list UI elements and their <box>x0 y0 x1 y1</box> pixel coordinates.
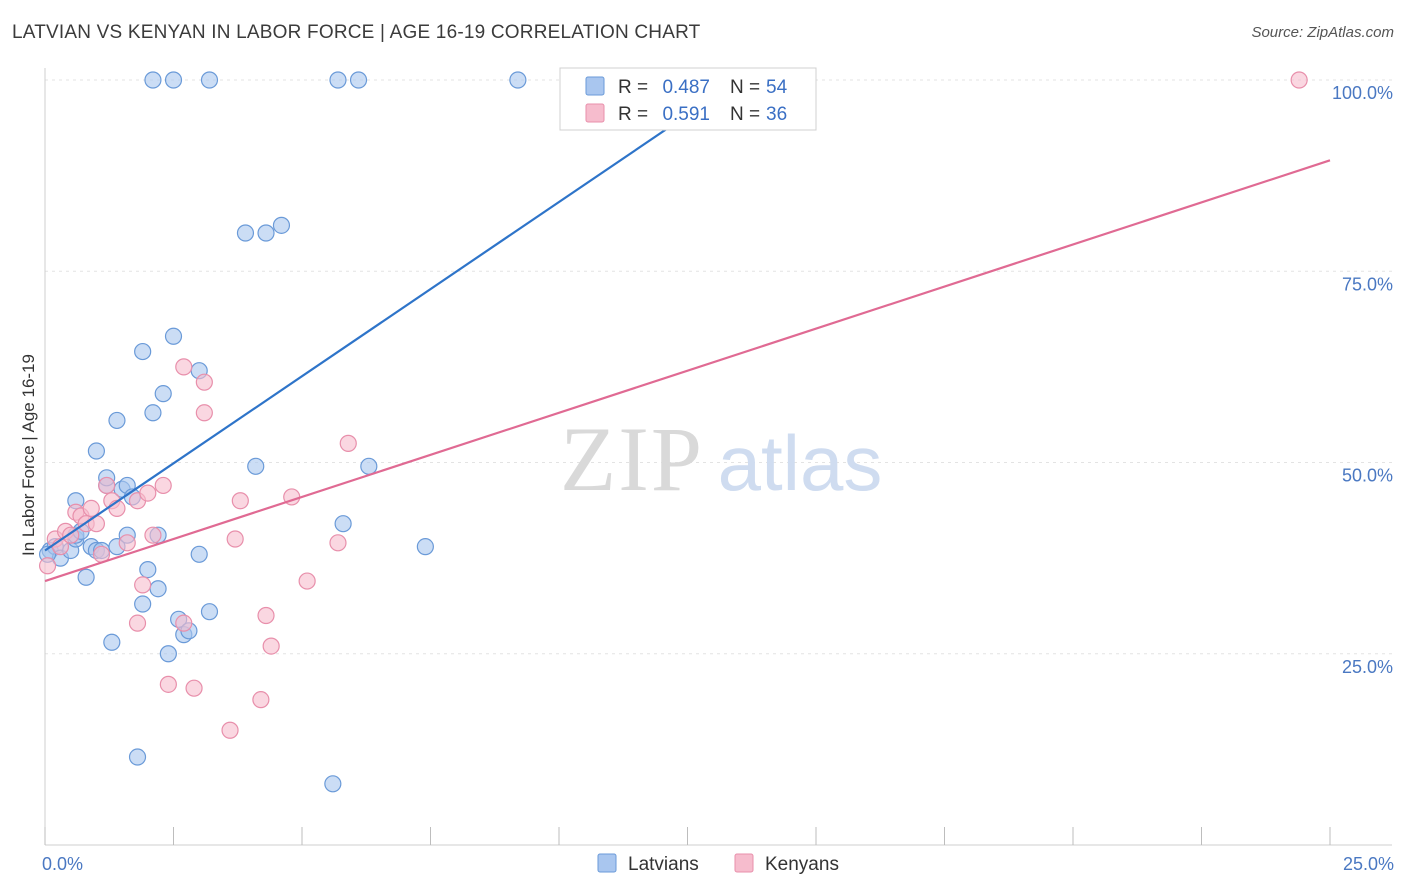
kenyan-point-28 <box>231 492 249 510</box>
kenyan-point-23 <box>175 358 193 376</box>
latvian-point-31 <box>164 327 183 345</box>
latvian-point-36 <box>190 545 208 563</box>
kenyan-point-25 <box>195 373 213 391</box>
bottom-legend-label-1: Kenyans <box>765 854 839 875</box>
kenyan-point-35 <box>329 534 347 552</box>
watermark-zip: ZIP <box>560 408 704 510</box>
latvian-point-38 <box>144 71 162 89</box>
latvian-trend-line <box>44 79 740 552</box>
legend-n-value-1: 36 <box>766 104 787 125</box>
x-tick-label-1: 25.0% <box>1343 854 1394 874</box>
kenyan-point-19 <box>144 526 162 544</box>
axes <box>44 68 1392 846</box>
kenyan-point-37 <box>1290 71 1308 89</box>
legend-r-label-1: R = <box>618 104 648 125</box>
bottom-legend: Latvians Kenyans <box>597 853 839 875</box>
legend-swatch-0 <box>585 76 605 96</box>
trend-lines <box>44 79 1331 583</box>
latvian-point-23 <box>134 342 152 361</box>
latvian-point-25 <box>139 560 157 579</box>
latvian-point-28 <box>149 580 167 598</box>
kenyan-point-20 <box>154 476 172 495</box>
chart-source: Source: ZipAtlas.com <box>1251 24 1394 41</box>
kenyan-point-32 <box>262 637 280 655</box>
y-tick-label-1: 50.0% <box>1342 466 1393 486</box>
watermark-atlas: atlas <box>718 419 883 507</box>
kenyan-point-18 <box>139 484 157 502</box>
kenyan-point-36 <box>339 434 357 452</box>
kenyan-point-29 <box>221 721 239 739</box>
kenyan-point-30 <box>252 691 270 709</box>
x-tick-label-0: 0.0% <box>42 854 83 874</box>
latvian-point-41 <box>236 224 255 242</box>
latvian-point-40 <box>200 71 219 89</box>
latvian-point-51 <box>509 71 527 89</box>
latvian-point-46 <box>334 515 352 533</box>
kenyan-point-22 <box>175 614 193 632</box>
latvian-point-26 <box>144 404 162 422</box>
latvian-point-48 <box>416 538 434 556</box>
legend-swatch-1 <box>585 103 605 123</box>
kenyan-point-24 <box>185 679 203 697</box>
kenyan-point-17 <box>134 576 152 594</box>
latvian-point-15 <box>103 633 121 651</box>
latvian-point-8 <box>77 568 95 586</box>
latvian-point-22 <box>128 748 147 766</box>
tick-labels: 25.0% 50.0% 75.0% 100.0% 0.0% 25.0% <box>42 83 1394 874</box>
kenyan-point-34 <box>298 572 316 590</box>
legend-r-value-1: 0.591 <box>662 104 710 125</box>
bottom-legend-label-0: Latvians <box>628 854 699 875</box>
kenyan-point-27 <box>226 530 244 548</box>
latvian-point-11 <box>87 442 106 460</box>
legend-n-label-1: N = <box>730 104 760 125</box>
latvian-point-42 <box>257 224 275 242</box>
y-tick-label-2: 75.0% <box>1342 274 1393 294</box>
latvian-point-17 <box>108 411 126 430</box>
y-tick-label-3: 100.0% <box>1332 83 1393 103</box>
kenyan-point-26 <box>195 404 213 422</box>
kenyan-point-11 <box>98 476 116 495</box>
latvian-point-43 <box>272 216 291 234</box>
latvian-point-30 <box>159 645 177 663</box>
kenyan-point-16 <box>128 614 147 632</box>
grid-lines <box>45 79 1392 655</box>
legend-n-label-0: N = <box>730 77 760 98</box>
latvian-point-24 <box>134 595 152 613</box>
kenyan-trend-line <box>44 159 1331 583</box>
latvian-point-29 <box>154 385 172 403</box>
latvian-point-44 <box>247 457 265 475</box>
y-axis-label: In Labor Force | Age 16-19 <box>19 354 38 556</box>
legend-r-label-0: R = <box>618 77 648 98</box>
kenyan-point-31 <box>257 606 275 625</box>
kenyan-point-14 <box>118 534 136 552</box>
bottom-legend-swatch-1 <box>734 853 754 873</box>
latvian-point-50 <box>349 71 368 89</box>
latvian-point-45 <box>324 775 342 793</box>
latvian-point-47 <box>360 457 378 475</box>
legend-r-value-0: 0.487 <box>662 77 710 98</box>
watermark: ZIP atlas <box>560 408 882 510</box>
chart-title: LATVIAN VS KENYAN IN LABOR FORCE | AGE 1… <box>12 22 701 43</box>
legend: R = 0.487 N = 54 R = 0.591 N = 36 <box>559 67 817 131</box>
legend-n-value-0: 54 <box>766 77 788 98</box>
bottom-legend-swatch-0 <box>597 853 617 873</box>
y-tick-label-0: 25.0% <box>1342 657 1393 677</box>
latvian-point-37 <box>200 603 219 621</box>
latvian-point-49 <box>329 71 347 89</box>
kenyan-point-21 <box>159 675 177 693</box>
kenyan-point-8 <box>82 499 100 517</box>
latvian-point-39 <box>164 71 183 89</box>
kenyan-point-0 <box>38 557 57 575</box>
